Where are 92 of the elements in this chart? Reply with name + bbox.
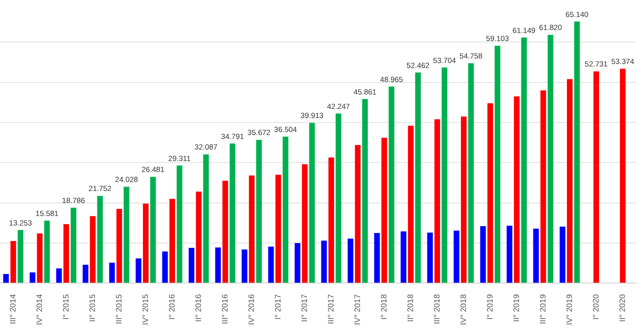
bar [294, 243, 300, 283]
bar [230, 143, 236, 283]
x-tick-label: III° 2016 [220, 294, 230, 324]
x-tick-label: III° 2014 [8, 294, 18, 324]
bar [63, 224, 70, 283]
bar [427, 232, 433, 283]
bar [302, 164, 308, 283]
x-tick-label: III° 2017 [326, 294, 336, 324]
bar [566, 79, 573, 283]
x-tick-label: IV° 2017 [352, 294, 362, 326]
bar [408, 126, 414, 283]
x-tick-label: IV° 2019 [564, 294, 574, 326]
bar [10, 241, 16, 283]
bar [222, 180, 228, 283]
bar [415, 72, 421, 283]
bar [70, 208, 76, 283]
x-tick-label: II° 2020 [618, 294, 627, 322]
x-tick-label: II° 2018 [406, 294, 415, 322]
bar [142, 204, 149, 283]
bar [282, 136, 288, 283]
bar [620, 68, 626, 283]
x-tick-label: I° 2020 [591, 294, 600, 320]
bar [268, 246, 274, 283]
bar [506, 226, 512, 283]
bar [136, 258, 142, 283]
bar [275, 174, 282, 283]
bar [188, 248, 194, 283]
bar [256, 140, 262, 283]
bar [169, 198, 176, 283]
bar [468, 63, 474, 283]
x-tick-label: I° 2018 [379, 294, 388, 320]
bar [203, 154, 209, 283]
bar [460, 116, 467, 283]
x-tick-label: IV° 2014 [34, 294, 44, 326]
x-tick-label: I° 2019 [485, 294, 494, 320]
bar [124, 186, 130, 283]
x-tick-label: I° 2016 [167, 294, 176, 320]
x-tick-label: IV° 2016 [246, 294, 256, 326]
bar [321, 240, 327, 283]
x-tick-label: III° 2015 [114, 294, 124, 324]
bar [242, 249, 248, 283]
bar [362, 98, 368, 283]
bar [30, 272, 36, 283]
bar [374, 233, 380, 283]
bar [56, 268, 62, 283]
bar [388, 86, 394, 283]
x-tick-label: III° 2019 [538, 294, 548, 324]
bar [348, 238, 354, 283]
bar [336, 113, 342, 283]
bar [381, 138, 388, 283]
bar [82, 264, 88, 283]
x-tick-label: II° 2019 [512, 294, 521, 322]
bar [36, 233, 43, 283]
x-tick-label: IV° 2018 [458, 294, 468, 326]
bar [44, 220, 50, 283]
bar [442, 67, 448, 283]
x-tick-label: II° 2016 [194, 294, 203, 322]
bar [176, 165, 182, 283]
bar [521, 38, 527, 283]
bar [560, 226, 566, 283]
bar [593, 71, 600, 283]
bar [354, 145, 361, 283]
x-tick-label: II° 2015 [88, 294, 97, 322]
bar [162, 251, 168, 283]
bar [533, 228, 539, 283]
bar [18, 230, 24, 283]
bar [196, 192, 202, 283]
x-tick-label: I° 2017 [273, 294, 282, 320]
bar [574, 22, 580, 283]
bar [494, 46, 500, 283]
bar [150, 176, 156, 283]
bar [109, 262, 115, 283]
bar [400, 231, 406, 283]
bar [480, 226, 486, 283]
bar [487, 103, 494, 283]
x-tick-label: III° 2018 [432, 294, 442, 324]
x-tick-label: IV° 2015 [140, 294, 150, 326]
x-tick-label: II° 2017 [300, 294, 309, 322]
bar [248, 176, 255, 283]
bar [514, 96, 520, 283]
bar [215, 247, 221, 283]
bar [434, 119, 440, 283]
x-tick-label: I° 2015 [61, 294, 70, 320]
bar [548, 34, 554, 283]
bar [540, 90, 546, 283]
bar [97, 196, 103, 283]
bar [328, 157, 334, 283]
bar [454, 230, 460, 283]
bar [3, 274, 9, 283]
bar [90, 216, 96, 283]
bar [309, 122, 315, 283]
bar [116, 208, 122, 283]
